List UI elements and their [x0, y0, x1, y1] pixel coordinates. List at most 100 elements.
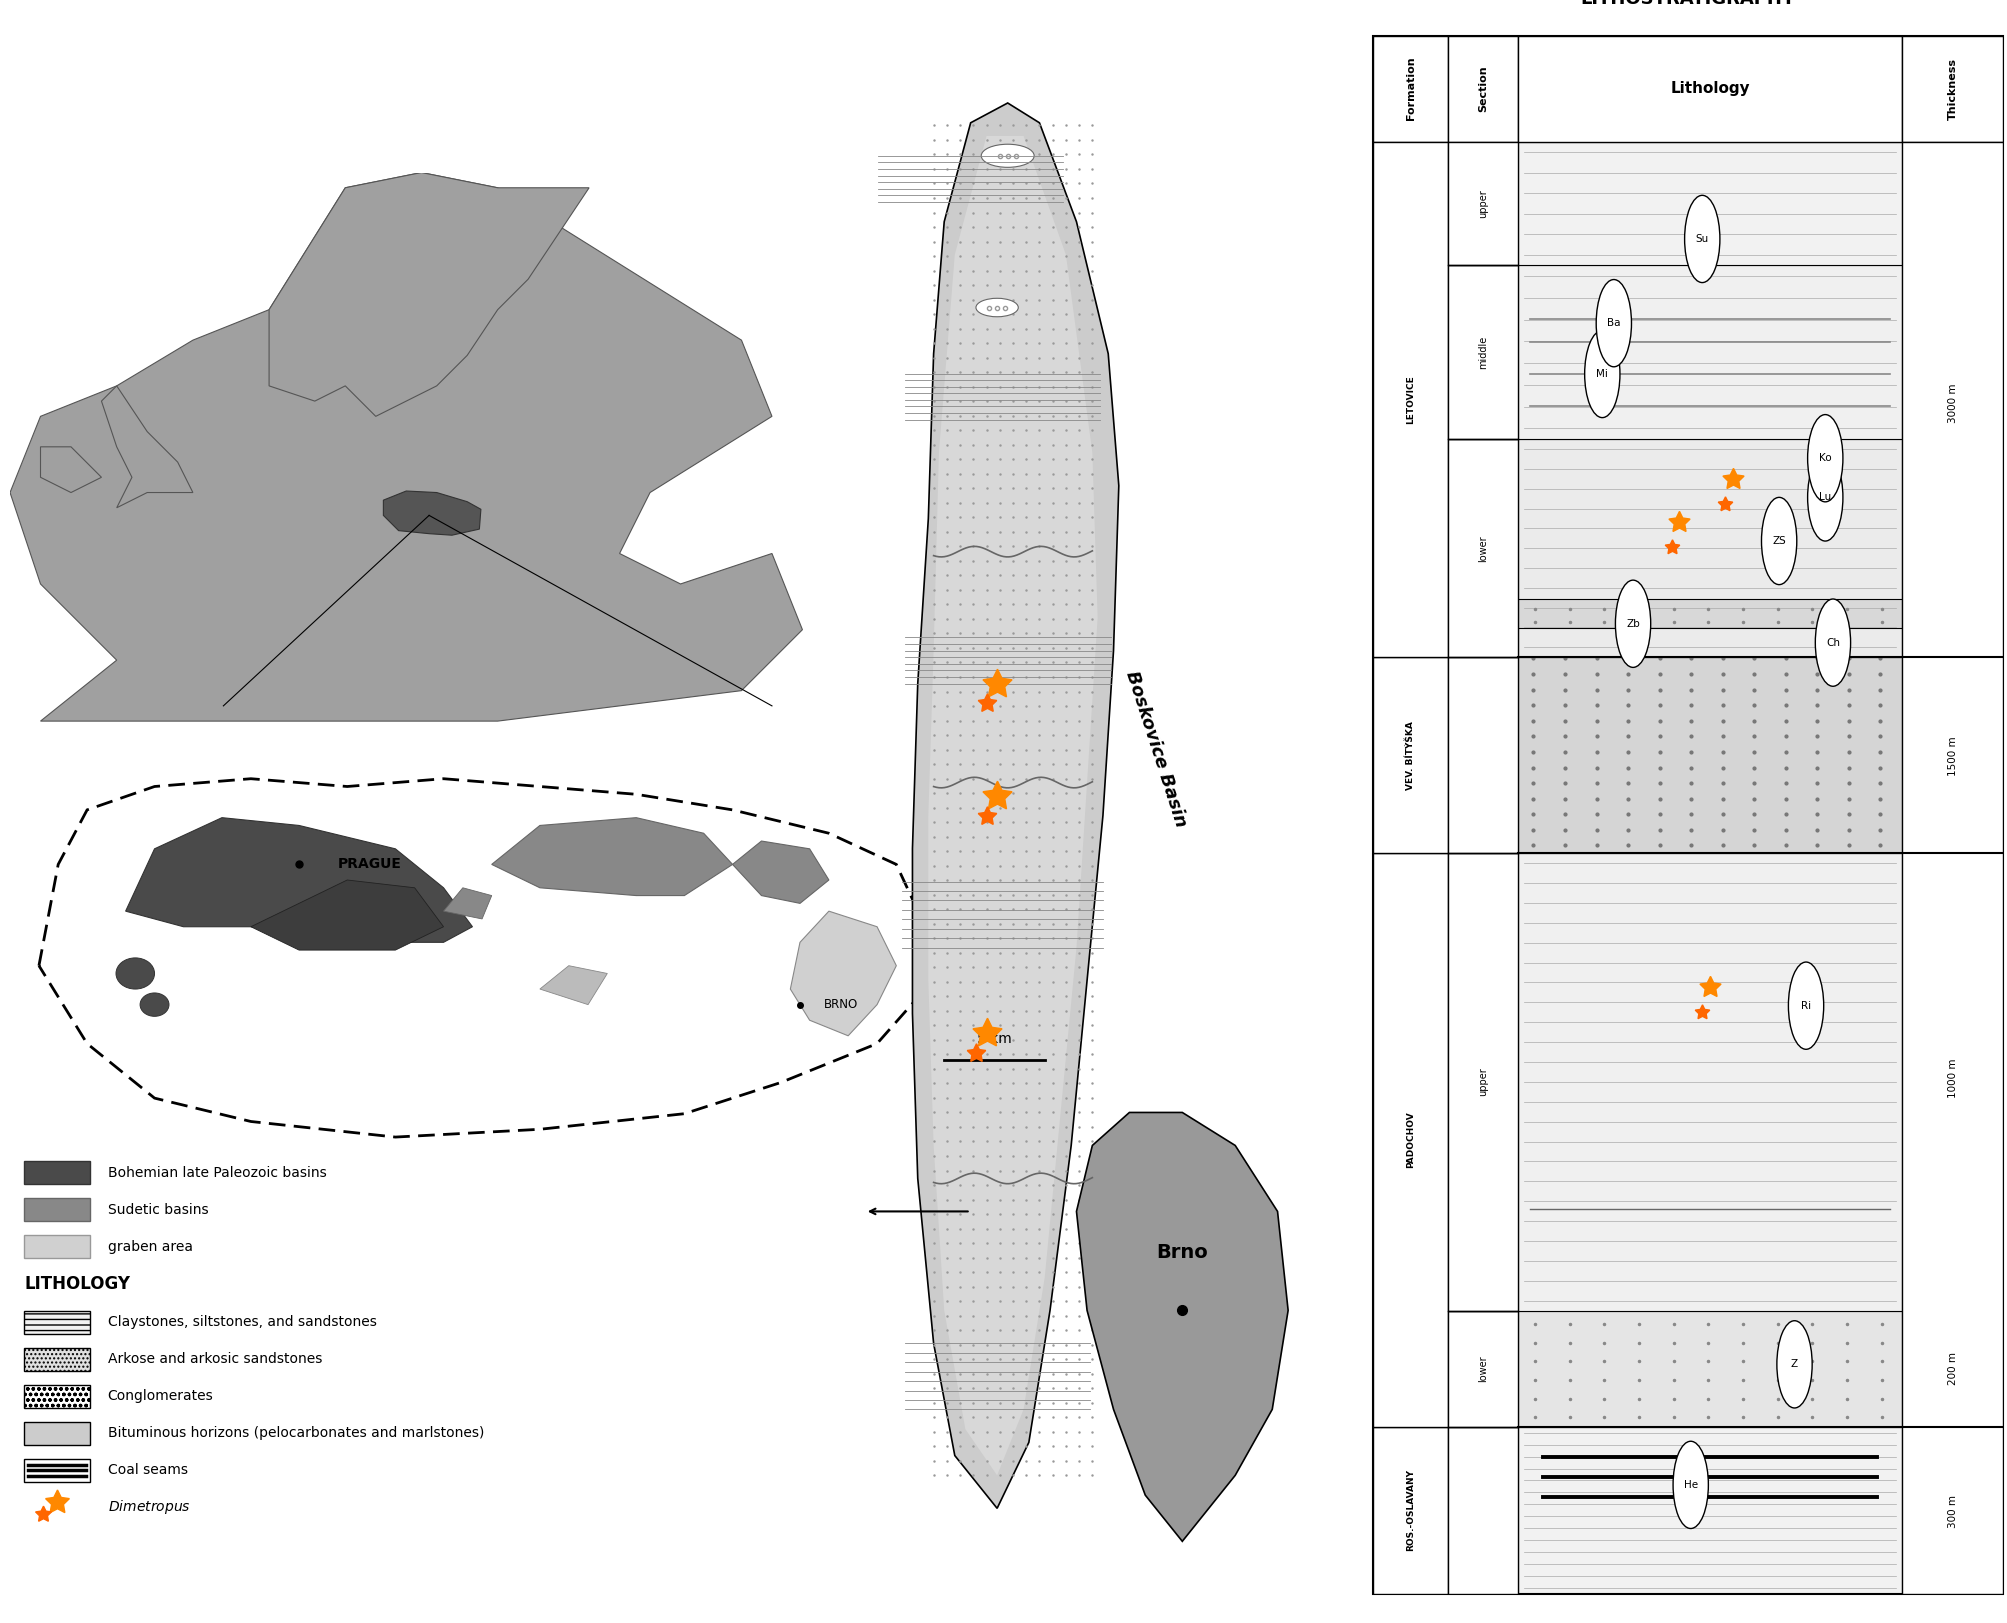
Text: He: He — [1684, 1480, 1698, 1490]
Bar — [24, 1459, 90, 1482]
Text: Sudetic basins: Sudetic basins — [108, 1203, 209, 1217]
Bar — [1373, 141, 1449, 657]
Text: LITHOSTRATIGRAPHY: LITHOSTRATIGRAPHY — [1580, 0, 1796, 8]
Text: middle: middle — [1477, 336, 1487, 368]
Circle shape — [140, 993, 169, 1016]
Text: LETOVICE: LETOVICE — [1407, 375, 1415, 424]
Polygon shape — [444, 888, 492, 919]
Bar — [1517, 265, 1903, 440]
Circle shape — [1674, 1441, 1708, 1529]
Text: Lithology: Lithology — [1670, 81, 1750, 96]
Text: ROS.-OSLAVANY: ROS.-OSLAVANY — [1407, 1469, 1415, 1552]
Text: Formation: Formation — [1405, 57, 1415, 120]
Bar — [1903, 36, 2003, 141]
Text: Arkose and arkosic sandstones: Arkose and arkosic sandstones — [108, 1352, 321, 1367]
Ellipse shape — [975, 299, 1018, 316]
Polygon shape — [251, 880, 444, 949]
Bar — [24, 1235, 90, 1258]
Text: graben area: graben area — [108, 1240, 193, 1255]
Text: 1500 m: 1500 m — [1947, 737, 1957, 776]
Polygon shape — [791, 911, 897, 1035]
Circle shape — [1776, 1321, 1812, 1409]
Text: lower: lower — [1477, 536, 1487, 562]
Text: upper: upper — [1477, 1068, 1487, 1096]
Text: Thickness: Thickness — [1947, 58, 1957, 120]
Text: Claystones, siltstones, and sandstones: Claystones, siltstones, and sandstones — [108, 1316, 377, 1329]
Polygon shape — [1076, 1112, 1288, 1542]
Text: upper: upper — [1477, 188, 1487, 217]
Bar — [1517, 36, 1903, 141]
Text: 5 km: 5 km — [977, 1032, 1012, 1047]
Text: LITHOLOGY: LITHOLOGY — [24, 1276, 130, 1294]
Bar — [24, 1162, 90, 1185]
Bar — [1449, 1427, 1517, 1594]
Text: $\it{Dimetropus}$: $\it{Dimetropus}$ — [108, 1498, 191, 1516]
Bar — [1517, 854, 1903, 1311]
Text: Ch: Ch — [1826, 638, 1840, 648]
Text: 300 m: 300 m — [1947, 1495, 1957, 1527]
Bar — [1449, 36, 1517, 141]
Text: PADOCHOV: PADOCHOV — [1407, 1112, 1415, 1169]
Bar — [1449, 854, 1517, 1311]
Bar — [1517, 141, 1903, 265]
Bar — [1449, 440, 1517, 657]
Text: lower: lower — [1477, 1355, 1487, 1383]
Polygon shape — [733, 841, 829, 904]
Text: 3000 m: 3000 m — [1947, 383, 1957, 422]
Bar — [1517, 1427, 1903, 1594]
Text: Bituminous horizons (pelocarbonates and marlstones): Bituminous horizons (pelocarbonates and … — [108, 1427, 484, 1441]
Text: Conglomerates: Conglomerates — [108, 1389, 213, 1404]
Ellipse shape — [981, 144, 1034, 167]
Text: Brno: Brno — [1156, 1243, 1208, 1261]
Circle shape — [1788, 962, 1824, 1050]
Bar — [24, 1347, 90, 1371]
Text: Bohemian late Paleozoic basins: Bohemian late Paleozoic basins — [108, 1165, 327, 1180]
Text: 1000 m: 1000 m — [1947, 1058, 1957, 1099]
Bar — [24, 1311, 90, 1334]
Circle shape — [1814, 599, 1850, 687]
Text: Coal seams: Coal seams — [108, 1464, 187, 1477]
Circle shape — [1808, 414, 1842, 502]
Bar — [1373, 36, 1449, 141]
Circle shape — [116, 958, 155, 988]
Bar — [1449, 265, 1517, 440]
Text: VEV. BÍTÝŠKA: VEV. BÍTÝŠKA — [1407, 721, 1415, 790]
Bar — [24, 1422, 90, 1444]
Bar — [1517, 1311, 1903, 1427]
Polygon shape — [269, 172, 590, 417]
Bar — [1373, 1427, 1449, 1594]
Polygon shape — [929, 136, 1098, 1475]
Polygon shape — [540, 966, 608, 1005]
Text: Z: Z — [1790, 1360, 1798, 1370]
Bar — [1449, 141, 1517, 265]
Text: Ri: Ri — [1800, 1001, 1810, 1011]
Text: Section: Section — [1477, 65, 1487, 112]
Circle shape — [1586, 331, 1620, 417]
Bar — [1449, 657, 1517, 854]
Polygon shape — [10, 172, 803, 721]
Text: Su: Su — [1696, 234, 1708, 243]
Text: Lu: Lu — [1818, 492, 1832, 503]
Text: 200 m: 200 m — [1947, 1352, 1957, 1384]
Polygon shape — [492, 818, 733, 896]
Text: Boskovice Basin: Boskovice Basin — [1122, 669, 1190, 829]
Text: Ba: Ba — [1608, 318, 1620, 328]
Bar — [1373, 657, 1449, 854]
Circle shape — [1684, 195, 1720, 282]
Circle shape — [1616, 579, 1650, 667]
Polygon shape — [126, 818, 472, 943]
Bar — [24, 1384, 90, 1409]
Bar — [1903, 141, 2003, 1594]
Circle shape — [1762, 497, 1796, 584]
Bar — [1517, 657, 1903, 854]
Polygon shape — [102, 386, 193, 508]
Text: Mi: Mi — [1596, 368, 1608, 380]
Polygon shape — [40, 446, 102, 492]
Text: Ko: Ko — [1818, 453, 1832, 463]
Text: ZS: ZS — [1772, 536, 1786, 545]
Bar — [1517, 599, 1903, 628]
Polygon shape — [913, 102, 1118, 1508]
Text: BRNO: BRNO — [825, 998, 859, 1011]
Bar — [24, 1198, 90, 1222]
Circle shape — [1596, 279, 1632, 367]
